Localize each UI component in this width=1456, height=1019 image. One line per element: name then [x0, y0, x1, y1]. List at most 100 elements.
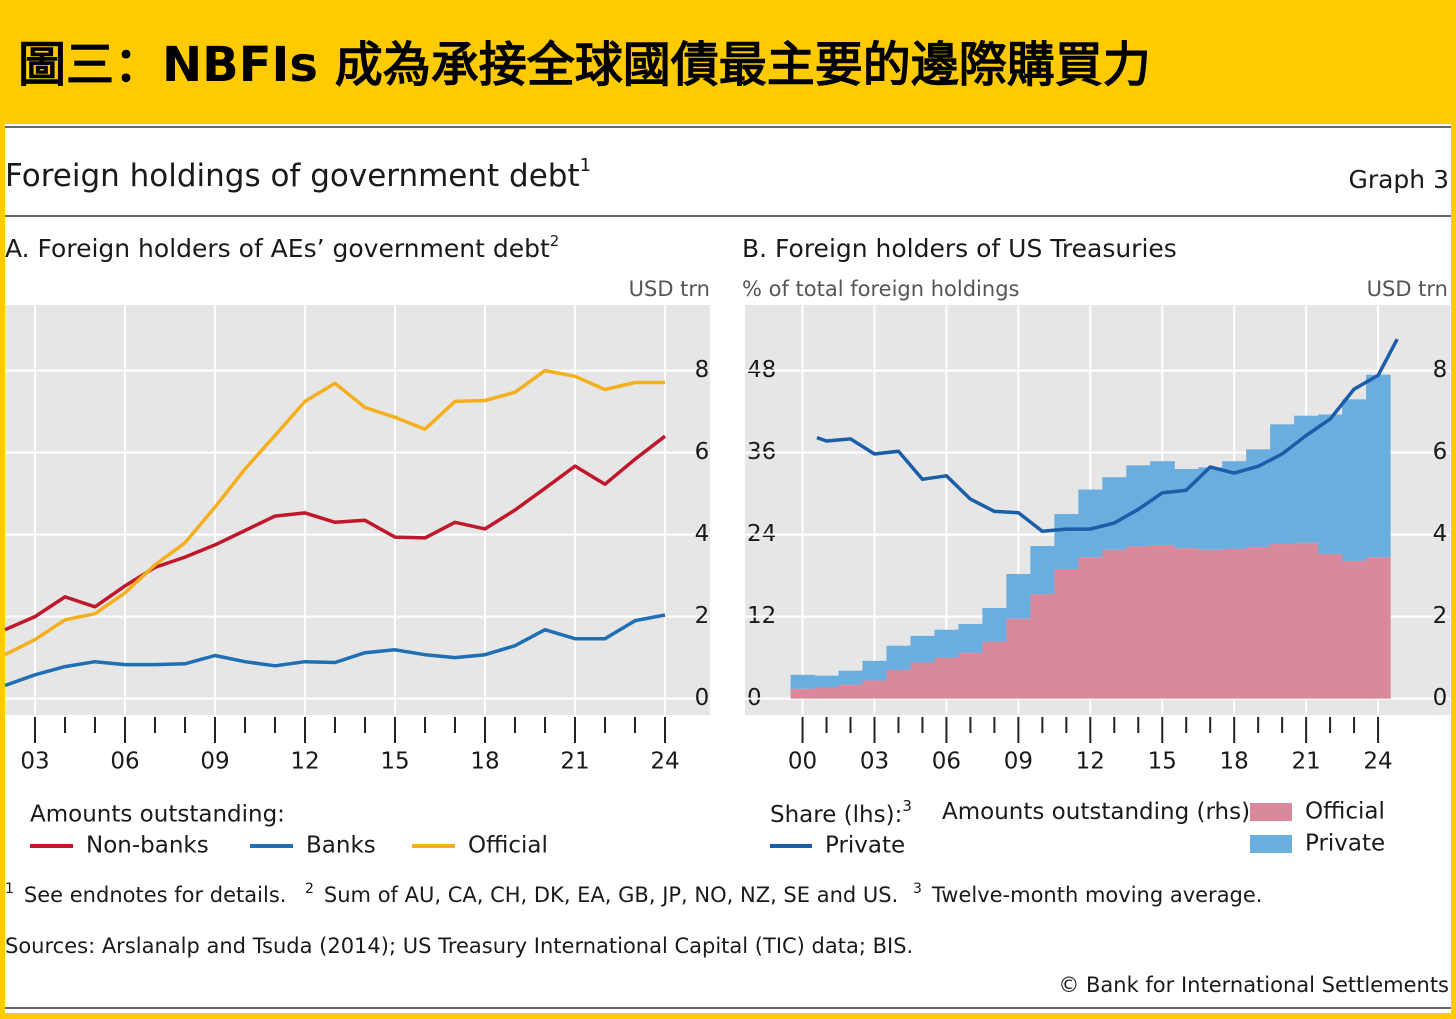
bar	[958, 652, 983, 699]
bar	[982, 641, 1007, 699]
y-tick-label: 6	[1433, 439, 1448, 465]
legend-title-text: Share (lhs):	[770, 802, 902, 828]
legend-title: Amounts outstanding:	[30, 802, 285, 828]
footnote: 3 Twelve-month moving average.	[913, 881, 1263, 907]
bar	[1126, 465, 1151, 547]
bar	[958, 623, 983, 653]
bar	[1342, 560, 1367, 699]
bar	[790, 674, 816, 689]
footnote-text: Twelve-month moving average.	[931, 883, 1263, 907]
legend-label: Official	[468, 833, 548, 859]
y-tick-label: 4	[1433, 521, 1448, 547]
x-tick-label: 15	[1148, 749, 1177, 775]
bar	[1366, 557, 1391, 699]
bar	[1246, 546, 1271, 699]
graph-label: Graph 3	[1348, 165, 1449, 194]
x-tick-label: 15	[380, 749, 409, 775]
y-tick-label: 2	[695, 603, 710, 629]
bar	[1030, 546, 1055, 595]
footnote-ref: 2	[550, 232, 560, 250]
bar	[838, 670, 864, 685]
plot-area	[5, 305, 710, 715]
bar	[934, 629, 960, 658]
bar	[1222, 548, 1247, 699]
x-tick-label: 21	[1291, 749, 1320, 775]
footnote: 2 Sum of AU, CA, CH, DK, EA, GB, JP, NO, …	[305, 881, 898, 907]
bar	[1270, 424, 1295, 545]
footnote-mark: 3	[913, 881, 922, 897]
footnote-ref: 3	[902, 797, 912, 815]
y-tick-label: 0	[695, 685, 710, 711]
x-tick-label: 12	[290, 749, 319, 775]
x-tick-label: 03	[860, 749, 889, 775]
x-tick-label: 24	[1363, 749, 1392, 775]
bar	[1246, 449, 1271, 547]
bar	[886, 645, 912, 670]
bar	[838, 684, 864, 699]
bar	[1342, 399, 1367, 561]
bar	[1054, 514, 1079, 570]
bar	[982, 607, 1007, 642]
y-axis-label: USD trn	[629, 277, 710, 301]
x-tick-label: 21	[560, 749, 589, 775]
bar	[1102, 549, 1127, 699]
panel-title: A. Foreign holders of AEs’ government de…	[5, 232, 559, 264]
y-tick-label: 4	[695, 521, 710, 547]
footnote-text: See endnotes for details.	[24, 883, 287, 907]
bar	[862, 660, 888, 681]
bar	[790, 688, 816, 699]
bar	[1366, 374, 1391, 558]
legend-title-text: Amounts outstanding (rhs):	[942, 799, 1258, 825]
legend-label: Official	[1305, 799, 1385, 825]
bar	[1126, 546, 1151, 699]
panel-title-text: A. Foreign holders of AEs’ government de…	[5, 234, 550, 263]
bar	[1318, 553, 1343, 699]
x-tick-label: 06	[110, 749, 139, 775]
footnote-mark: 1	[5, 881, 14, 897]
panel-title-text: B. Foreign holders of US Treasuries	[742, 234, 1177, 263]
bar	[814, 675, 840, 688]
x-tick-label: 18	[470, 749, 499, 775]
legend-swatch	[1250, 803, 1292, 821]
x-tick-label: 12	[1076, 749, 1105, 775]
bar	[886, 669, 912, 699]
footnote: 1 See endnotes for details.	[5, 881, 286, 907]
bar	[1102, 477, 1127, 550]
bar	[1270, 544, 1295, 699]
panel-title: B. Foreign holders of US Treasuries	[742, 234, 1177, 263]
bar	[1078, 557, 1103, 699]
sources: Sources: Arslanalp and Tsuda (2014); US …	[5, 934, 913, 958]
y-tick-label: 8	[1433, 357, 1448, 383]
y-tick-label: 2	[1433, 603, 1448, 629]
bar	[1006, 618, 1031, 699]
bar	[862, 680, 888, 699]
legend-label: Non-banks	[86, 833, 209, 859]
bar	[1294, 542, 1319, 699]
figure-title-text: Foreign holdings of government debt	[5, 158, 580, 194]
bar	[1054, 569, 1079, 699]
x-tick-label: 09	[1004, 749, 1033, 775]
line	[4, 613, 666, 688]
x-tick-label: 18	[1220, 749, 1249, 775]
copyright: © Bank for International Settlements	[1058, 973, 1449, 997]
bar	[1198, 467, 1223, 550]
legend-swatch	[1250, 835, 1292, 853]
bar	[814, 687, 840, 699]
bar	[910, 635, 936, 663]
bar	[1150, 461, 1175, 545]
bar	[1198, 549, 1223, 699]
bar	[934, 657, 960, 699]
bar	[1030, 594, 1055, 699]
header-title: 圖三：NBFIs 成為承接全球國債最主要的邊際購買力	[18, 37, 1151, 93]
y-tick-label: 6	[695, 439, 710, 465]
x-tick-label: 24	[650, 749, 679, 775]
y-tick-label: 8	[695, 357, 710, 383]
bar	[1318, 414, 1343, 554]
line	[816, 338, 1399, 533]
y-tick-label: 0	[1433, 685, 1448, 711]
legend-label: Private	[1305, 831, 1385, 857]
bar	[1078, 489, 1103, 558]
legend-label: Private	[825, 833, 905, 859]
bar	[1006, 573, 1031, 619]
legend-title: Share (lhs):3	[770, 797, 912, 828]
